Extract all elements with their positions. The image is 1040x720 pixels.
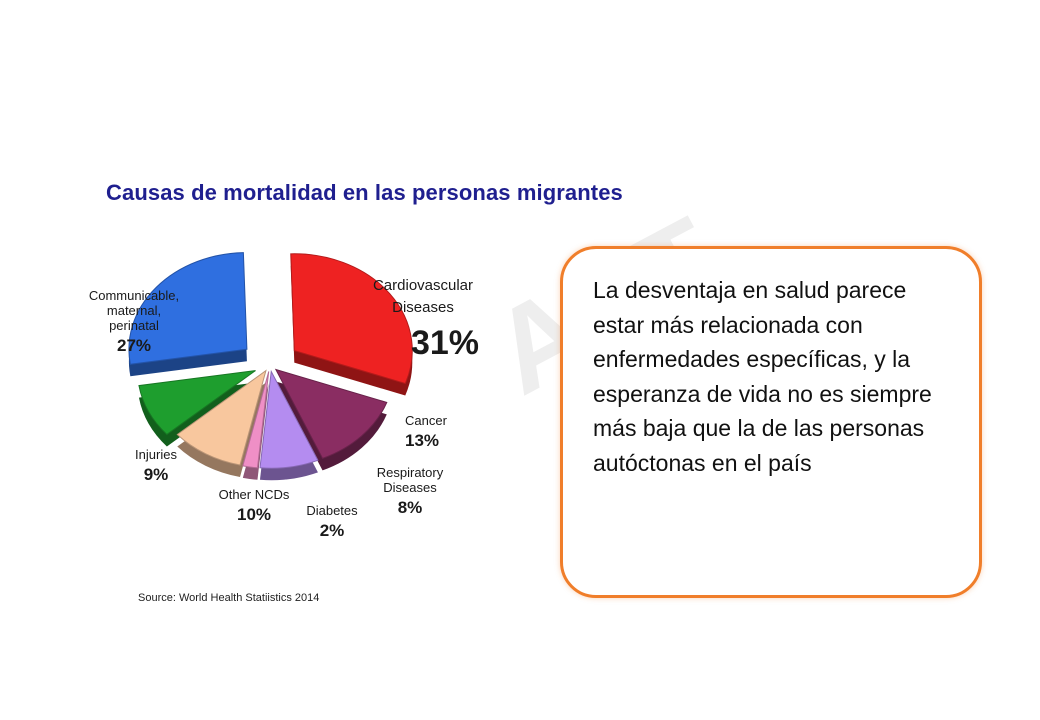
pie-label-6: Communicable,maternal,perinatal 27% (89, 288, 179, 355)
pie-label-1: Cancer 13% (405, 413, 448, 450)
page-title: Causas de mortalidad en las personas mig… (106, 180, 623, 205)
pie-label-text-2-1: Diseases (383, 480, 437, 495)
callout-box: La desventaja en salud parece estar más … (560, 246, 982, 598)
pie-slice-2 (259, 369, 319, 469)
pie-label-text-6-1: maternal, (107, 303, 161, 318)
source-note: Source: World Health Statiistics 2014 (138, 592, 320, 604)
pie-label-text-1-0: Cancer (405, 413, 448, 428)
pie-label-text-2-0: Respiratory (377, 465, 444, 480)
pie-label-text-3-0: Diabetes (306, 503, 358, 518)
callout-text: La desventaja en salud parece estar más … (593, 277, 932, 476)
pie-slice-1 (274, 368, 388, 459)
pie-label-4: Other NCDs 10% (219, 487, 290, 524)
pie-chart-svg: Cardiovascular Diseases 31% Cancer 13% Respir… (89, 252, 479, 540)
pie-slice-0 (290, 253, 413, 385)
pie-slice-3 (242, 371, 270, 469)
pie-label-text-4-0: Other NCDs (219, 487, 290, 502)
pie-value-label-2: 8% (398, 498, 423, 517)
pie-value-label-5: 9% (144, 465, 169, 484)
pie-slice-5 (138, 370, 256, 436)
pie-value-label-6: 27% (117, 336, 151, 355)
pie-label-text-0-1: Diseases (392, 299, 454, 316)
pie-label-0: Cardiovascular Diseases 31% (373, 277, 479, 362)
pie-label-text-0-0: Cardiovascular (373, 277, 473, 294)
pie-value-label-4: 10% (237, 505, 271, 524)
pie-slice-6 (128, 252, 248, 365)
pie-label-text-5-0: Injuries (135, 447, 177, 462)
pie-chart: Cardiovascular Diseases 31% Cancer 13% Respir… (60, 252, 500, 585)
pie-value-label-3: 2% (320, 521, 345, 540)
pie-slice-4 (176, 369, 267, 466)
pie-label-text-6-2: perinatal (109, 318, 159, 333)
pie-label-3: Diabetes 2% (306, 503, 358, 540)
pie-value-label-1: 13% (405, 431, 439, 450)
pie-value-label-0: 31% (411, 324, 479, 362)
pie-label-text-6-0: Communicable, (89, 288, 179, 303)
pie-label-5: Injuries 9% (135, 447, 177, 484)
